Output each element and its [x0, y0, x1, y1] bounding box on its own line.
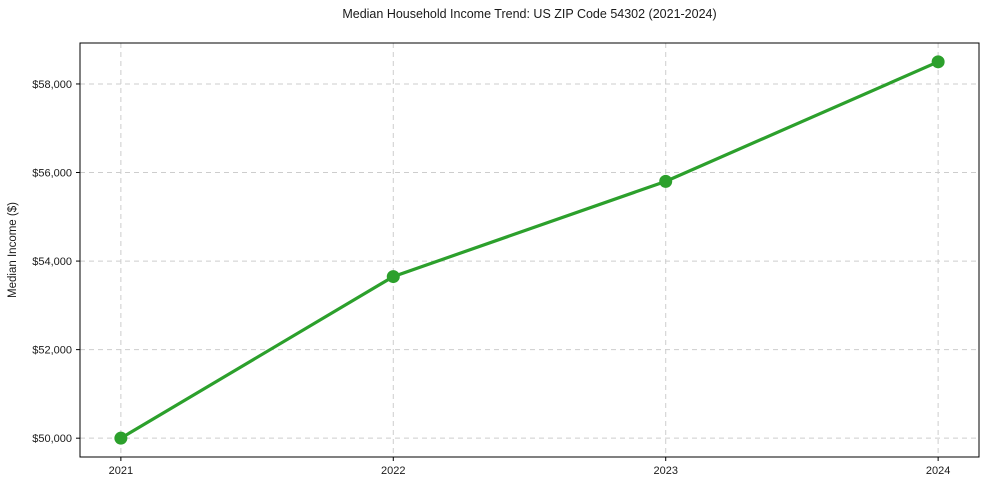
x-tick-label: 2022 [381, 465, 405, 477]
y-tick-label: $58,000 [32, 79, 72, 91]
chart-title: Median Household Income Trend: US ZIP Co… [342, 7, 717, 21]
y-tick-label: $54,000 [32, 256, 72, 268]
y-tick-label: $56,000 [32, 168, 72, 180]
data-point [659, 174, 673, 188]
data-line [119, 60, 940, 440]
x-tick-label: 2023 [653, 465, 677, 477]
data-point [386, 270, 400, 284]
y-tick-label: $52,000 [32, 345, 72, 357]
data-point [931, 55, 945, 69]
x-tick-label: 2024 [926, 465, 950, 477]
axes-frame [79, 42, 980, 458]
y-tick-label: $50,000 [32, 433, 72, 445]
data-point [114, 431, 128, 445]
x-tick-label: 2021 [109, 465, 133, 477]
